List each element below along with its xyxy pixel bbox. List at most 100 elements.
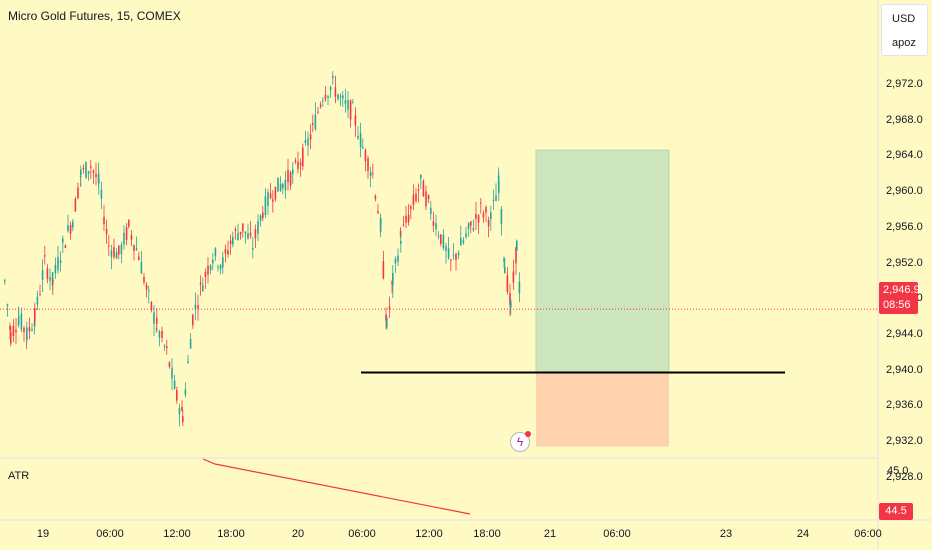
candle [187, 361, 189, 363]
candle [400, 240, 402, 244]
candle [282, 183, 284, 189]
candle [113, 247, 115, 258]
candle [257, 221, 259, 234]
candle [470, 221, 472, 226]
time-axis-label: 06:00 [96, 528, 124, 540]
candle [153, 312, 155, 324]
candle [166, 346, 168, 349]
candle [437, 235, 440, 237]
candle [362, 146, 364, 149]
candle [10, 331, 12, 344]
candle [397, 255, 399, 262]
candle [254, 229, 257, 239]
candle [279, 183, 282, 191]
candle [115, 252, 118, 259]
candle [277, 177, 279, 192]
candle [347, 100, 349, 110]
flash-icon: ϟ [516, 435, 524, 449]
candle [161, 330, 163, 338]
candle [199, 282, 202, 285]
candle [405, 215, 407, 223]
candle [427, 195, 430, 200]
candle [67, 225, 69, 232]
candle [407, 214, 410, 223]
candle [6, 304, 9, 306]
candle [455, 253, 457, 260]
candle [432, 221, 435, 226]
flash-button[interactable]: ϟ [510, 431, 531, 452]
profit-zone[interactable] [535, 149, 670, 374]
candle [462, 240, 465, 243]
candle [135, 247, 138, 250]
candle [54, 264, 57, 274]
candle [194, 304, 197, 310]
candle [145, 284, 148, 290]
candle [299, 162, 302, 166]
candle [518, 281, 521, 294]
candle [392, 273, 394, 286]
candle [44, 255, 46, 257]
candle [284, 179, 287, 191]
candle [110, 250, 113, 257]
candle [512, 271, 515, 283]
symbol-title[interactable]: Micro Gold Futures, 15, COMEX [8, 9, 181, 23]
candle [334, 87, 337, 97]
time-axis-label: 18:00 [217, 528, 245, 540]
candle [98, 179, 100, 184]
currency-unit-selector[interactable]: USD apoz [881, 4, 928, 56]
candle [77, 187, 79, 199]
candle [515, 247, 517, 264]
candle [352, 102, 354, 104]
candle [31, 328, 33, 331]
candle [516, 240, 518, 251]
candle [90, 166, 92, 168]
candle [394, 258, 397, 264]
bar-countdown: 08:56 [883, 299, 911, 311]
candle [118, 245, 120, 255]
candle [467, 223, 470, 229]
atr-line [202, 458, 471, 515]
loss-zone[interactable] [536, 372, 669, 447]
unit-label[interactable]: apoz [892, 37, 916, 49]
candle [105, 228, 108, 235]
atr-indicator-label[interactable]: ATR [8, 470, 30, 482]
candle [57, 257, 59, 271]
time-axis-label: 06:00 [348, 528, 376, 540]
candle [312, 123, 314, 125]
candle [382, 261, 385, 279]
candle [452, 254, 455, 256]
candle [297, 161, 299, 170]
candle [480, 202, 482, 204]
candle [133, 245, 135, 252]
candle [217, 266, 219, 268]
candle [374, 195, 377, 200]
candle [477, 215, 480, 223]
price-axis-label: 2,956.0 [886, 220, 923, 233]
currency-label[interactable]: USD [892, 13, 916, 25]
candle [322, 100, 324, 102]
candle [417, 189, 420, 191]
candle [120, 244, 123, 254]
candle [150, 302, 153, 310]
candle [498, 181, 500, 193]
candle [252, 247, 254, 250]
candle [450, 259, 452, 261]
candle [359, 132, 362, 148]
candle [337, 94, 339, 100]
candle [317, 111, 319, 113]
candle [4, 280, 6, 282]
candle [28, 327, 31, 332]
candle [39, 293, 41, 295]
price-axis-label: 2,972.0 [886, 78, 923, 90]
candle [492, 199, 495, 201]
candle [224, 248, 227, 254]
price-axis-label: 2,944.0 [886, 328, 923, 341]
candle [237, 233, 239, 240]
candle [386, 317, 388, 328]
candle [324, 94, 327, 100]
candle [242, 223, 244, 232]
candle [372, 173, 374, 175]
candle [247, 233, 249, 239]
time-axis-label: 12:00 [163, 528, 191, 540]
